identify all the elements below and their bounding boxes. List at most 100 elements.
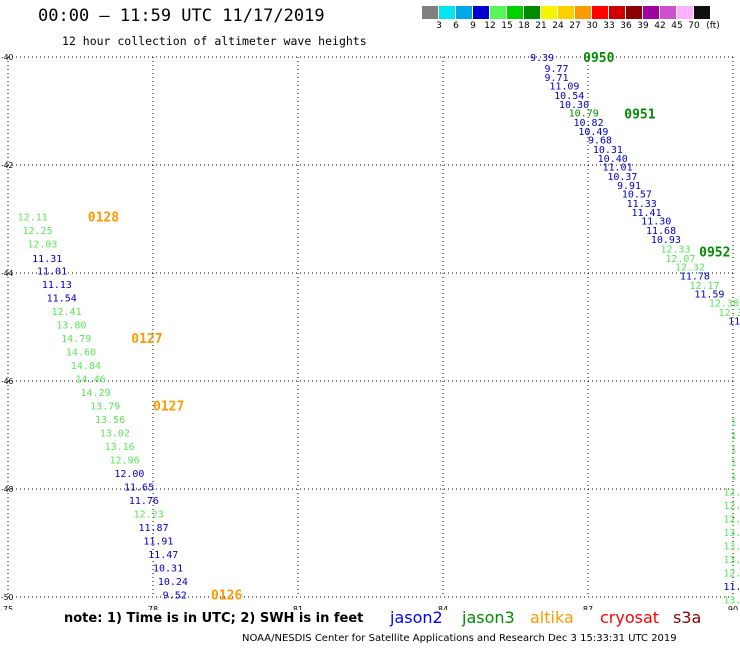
wave-height-value: 11.01 (603, 163, 633, 174)
wave-height-value: 10.30 (559, 100, 589, 111)
wave-height-value: 14.46 (76, 374, 106, 385)
wave-height-value: 10.49 (578, 127, 608, 138)
wave-height-value: 12.25 (23, 226, 53, 237)
colorbar-label: 21 (535, 21, 547, 31)
colorbar-label: 6 (453, 21, 459, 31)
colorbar-label: 45 (671, 21, 683, 31)
wave-height-value: 9.68 (588, 136, 612, 147)
wave-height-value: 9.91 (617, 181, 641, 192)
colorbar-label: 36 (620, 21, 632, 31)
wave-height-value: 10.31 (593, 145, 623, 156)
pass-time-label: 0950 (583, 51, 614, 66)
wave-height-value: 13.56 (95, 415, 125, 426)
pass-time-label: 0126 (211, 588, 242, 603)
legend-s3a: s3a (673, 608, 702, 627)
wave-height-value: 1 (731, 458, 737, 469)
y-tick-label: -42 (1, 161, 13, 170)
legend-jason3: jason3 (462, 608, 515, 627)
wave-height-value: 9.52 (163, 590, 187, 601)
wave-height-value: 13.3 (723, 528, 740, 539)
pass-time-label: 0128 (88, 210, 119, 225)
colorbar-label: 39 (637, 21, 649, 31)
chart-subtitle: 12 hour collection of altimeter wave hei… (62, 34, 367, 48)
wave-height-value: 9.39 (530, 53, 554, 64)
x-tick-label: 75 (3, 605, 13, 610)
x-tick-label: 84 (438, 605, 448, 610)
wave-height-value: 13.80 (56, 320, 86, 331)
wave-height-value: 12.41 (52, 307, 82, 318)
wave-height-value: 1 (731, 418, 737, 429)
wave-height-value: 9.71 (545, 73, 569, 84)
wave-height-value: 11.76 (129, 496, 159, 507)
wave-height-value: 10.31 (153, 563, 183, 574)
wave-height-value: 12.8 (723, 515, 740, 526)
wave-height-value: 13.5 (723, 555, 740, 566)
wave-height-value: 12.32 (675, 263, 705, 274)
colorbar-swatch (643, 6, 660, 19)
wave-height-value: 12.00 (114, 469, 144, 480)
credit-line: NOAA/NESDIS Center for Satellite Applica… (242, 633, 677, 644)
y-tick-label: -40 (1, 53, 13, 62)
wave-height-value: 11.30 (641, 217, 671, 228)
wave-height-value: 11.01 (37, 266, 67, 277)
wave-height-value: 10.79 (569, 109, 599, 120)
colorbar-swatch (609, 6, 626, 19)
wave-height-value: 12.9 (723, 569, 740, 580)
wave-height-value: 10.40 (598, 154, 628, 165)
colorbar-label: 30 (586, 21, 598, 31)
wave-height-value: 13.7 (723, 542, 740, 553)
wave-height-value: 12.07 (665, 254, 695, 265)
colorbar-label: 33 (603, 21, 615, 31)
legend-jason2: jason2 (390, 608, 443, 627)
colorbar-swatch (422, 6, 439, 19)
footer-note: note: 1) Time is in UTC; 2) SWH is in fe… (64, 611, 364, 626)
colorbar-label: 3 (436, 21, 442, 31)
y-tick-label: -50 (1, 593, 13, 602)
x-tick-label: 81 (293, 605, 303, 610)
y-tick-label: -48 (1, 485, 13, 494)
wave-height-value: 11.13 (42, 280, 72, 291)
colorbar-swatch (524, 6, 541, 19)
legend-altika: altika (530, 608, 574, 627)
wave-height-value: 10.82 (574, 118, 604, 129)
legend-cryosat: cryosat (600, 608, 660, 627)
colorbar-swatch (694, 6, 711, 19)
wave-height-value: 12.9 (723, 501, 740, 512)
wave-height-value: 10.37 (607, 172, 637, 183)
colorbar (422, 6, 711, 19)
wave-height-value: 9.77 (545, 64, 569, 75)
wave-height-value: 12.96 (110, 455, 140, 466)
colorbar-label: 24 (552, 21, 564, 31)
chart-title: 00:00 – 11:59 UTC 11/17/2019 (38, 6, 325, 26)
y-tick-label: -44 (1, 269, 13, 278)
wave-height-value: 10.57 (622, 190, 652, 201)
colorbar-swatch (575, 6, 592, 19)
colorbar-swatch (677, 6, 694, 19)
wave-height-value: 10.54 (554, 91, 584, 102)
wave-height-value: 11.09 (549, 82, 579, 93)
colorbar-label: 15 (501, 21, 513, 31)
colorbar-swatch (592, 6, 609, 19)
colorbar-swatch (473, 6, 490, 19)
colorbar-swatch (626, 6, 643, 19)
wave-height-value: 14.29 (81, 388, 111, 399)
wave-height-value: 13.02 (100, 428, 130, 439)
wave-height-value: 12.23 (134, 509, 164, 520)
colorbar-label: 42 (654, 21, 666, 31)
wave-height-value: 11.78 (680, 272, 710, 283)
x-tick-label: 90 (728, 605, 738, 610)
colorbar-label: 18 (518, 21, 530, 31)
wave-height-value: 11.47 (148, 550, 178, 561)
wave-height-value: 10.24 (158, 577, 188, 588)
wave-height-value: 12.17 (690, 281, 720, 292)
colorbar-label: 27 (569, 21, 581, 31)
pass-time-label: 0127 (131, 332, 162, 347)
wave-height-value: 11.54 (47, 293, 77, 304)
colorbar-swatch (490, 6, 507, 19)
wave-height-value: 11.59 (694, 290, 724, 301)
wave-height-value: 1 (731, 472, 737, 483)
y-tick-label: -46 (1, 377, 13, 386)
x-tick-label: 87 (583, 605, 593, 610)
colorbar-swatch (660, 6, 677, 19)
x-tick-label: 78 (148, 605, 158, 610)
